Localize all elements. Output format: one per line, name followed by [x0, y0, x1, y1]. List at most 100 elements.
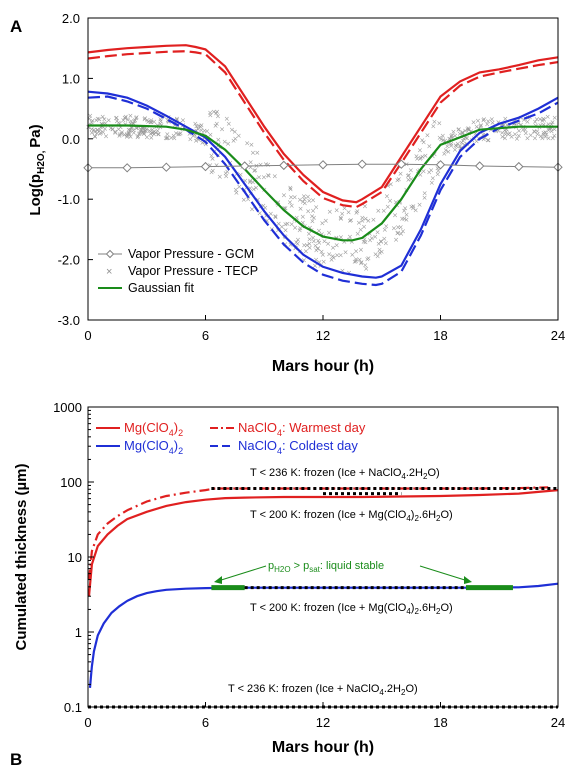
legend-mg-cold-text: Mg(ClO4)2: [124, 438, 183, 456]
mg-c: ): [174, 420, 178, 435]
tecp-point: ×: [535, 130, 541, 138]
tecp-point: ×: [516, 120, 522, 128]
tecp-point: ×: [546, 127, 552, 135]
tecp-point: ×: [252, 166, 258, 174]
t2g: O): [440, 509, 452, 521]
tecp-point: ×: [419, 137, 425, 145]
tecp-point: ×: [242, 177, 248, 185]
tecp-point: ×: [343, 249, 349, 257]
tecp-point: ×: [402, 204, 408, 212]
tecp-point: ×: [268, 210, 274, 218]
tecp-point: ×: [222, 138, 228, 146]
tecp-point: ×: [496, 118, 502, 126]
tecp-point: ×: [148, 116, 154, 124]
tecp-point: ×: [151, 128, 157, 136]
arrow-left-head: [214, 576, 222, 584]
tecp-point: ×: [255, 196, 261, 204]
tecp-point: ×: [300, 219, 306, 227]
tecp-point: ×: [316, 259, 322, 267]
tecp-point: ×: [410, 203, 416, 211]
tecp-point: ×: [422, 194, 428, 202]
tecp-point: ×: [385, 203, 391, 211]
panel-b-annotations: T < 236 K: frozen (Ice + NaClO4.2H2O) T …: [214, 467, 472, 697]
tecp-point: ×: [251, 167, 257, 175]
tecp-point: ×: [307, 224, 313, 232]
tecp-point: ×: [347, 233, 353, 241]
tecp-point: ×: [370, 216, 376, 224]
tecp-point: ×: [138, 127, 144, 135]
t3e: .6H: [419, 602, 436, 614]
tecp-point: ×: [215, 113, 221, 121]
tecp-point: ×: [89, 129, 95, 137]
tecp-point: ×: [262, 204, 268, 212]
na-a: NaClO: [238, 420, 277, 435]
tecp-point: ×: [522, 126, 528, 134]
tecp-point: ×: [321, 258, 327, 266]
tecp-point: ×: [358, 260, 364, 268]
na-b: 4: [277, 428, 282, 438]
tecp-point: ×: [281, 192, 287, 200]
t2c: ): [411, 509, 415, 521]
tecp-point: ×: [266, 172, 272, 180]
tecp-point: ×: [272, 212, 278, 220]
tecp-point: ×: [421, 138, 427, 146]
tecp-point: ×: [100, 129, 106, 137]
tecp-point: ×: [128, 120, 134, 128]
tecp-point: ×: [124, 132, 130, 140]
tecp-point: ×: [458, 145, 464, 153]
tecp-point: ×: [388, 180, 394, 188]
tecp-point: ×: [256, 173, 262, 181]
tecp-point: ×: [263, 160, 269, 168]
panel-a-ytick-label: 0.0: [62, 132, 80, 147]
tecp-point: ×: [119, 130, 125, 138]
tecp-point: ×: [422, 190, 428, 198]
tecp-point: ×: [158, 118, 164, 126]
tecp-point: ×: [534, 115, 540, 123]
panel-label-b: B: [10, 750, 22, 768]
tecp-point: ×: [95, 127, 101, 135]
tecp-point: ×: [379, 248, 385, 256]
s1: p: [268, 560, 274, 572]
panel-a-series-line: [87, 95, 559, 287]
tecp-point: ×: [414, 155, 420, 163]
tecp-point: ×: [124, 130, 130, 138]
tecp-point: ×: [338, 252, 344, 260]
tecp-point: ×: [207, 162, 213, 170]
tecp-point: ×: [101, 115, 107, 123]
tecp-point: ×: [523, 130, 529, 138]
tecp-point: ×: [437, 134, 443, 142]
panel-b-ytick-label: 1: [75, 625, 82, 640]
tecp-point: ×: [217, 173, 223, 181]
tecp-point: ×: [198, 126, 204, 134]
tecp-point: ×: [341, 238, 347, 246]
tecp-point: ×: [171, 132, 177, 140]
tecp-point: ×: [461, 135, 467, 143]
tecp-point: ×: [187, 130, 193, 138]
tecp-point: ×: [159, 121, 165, 129]
tecp-point: ×: [499, 120, 505, 128]
tecp-point: ×: [293, 239, 299, 247]
panel-b-ytick-label: 0.1: [64, 700, 82, 715]
tecp-point: ×: [103, 133, 109, 141]
tecp-point: ×: [126, 126, 132, 134]
tecp-point: ×: [214, 108, 220, 116]
tecp-point: ×: [265, 161, 271, 169]
tecp-point: ×: [145, 118, 151, 126]
tecp-point: ×: [131, 120, 137, 128]
tecp-point: ×: [129, 123, 135, 131]
tecp-point: ×: [92, 128, 98, 136]
tecp-point: ×: [357, 256, 363, 264]
panel-b-xlabel: Mars hour (h): [272, 739, 374, 756]
tecp-point: ×: [168, 134, 174, 142]
gcm-marker: [279, 160, 289, 171]
tecp-point: ×: [128, 112, 134, 120]
tecp-point: ×: [466, 126, 472, 134]
tecp-point: ×: [417, 171, 423, 179]
tecp-point: ×: [468, 128, 474, 136]
tecp-point: ×: [109, 126, 115, 134]
tecp-point: ×: [426, 142, 432, 150]
tecp-point: ×: [452, 132, 458, 140]
tecp-point: ×: [396, 175, 402, 183]
tecp-point: ×: [354, 207, 360, 215]
panel-a-ytick-label: 2.0: [62, 11, 80, 26]
